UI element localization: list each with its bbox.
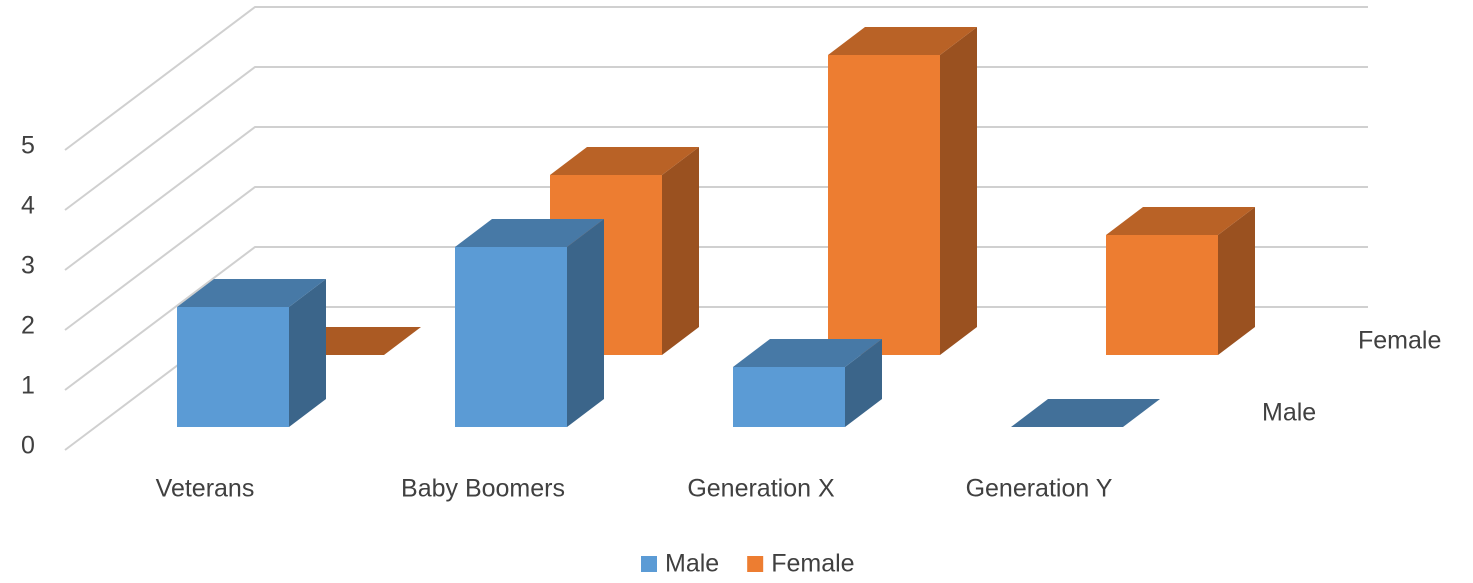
bar bbox=[828, 27, 977, 355]
bar-top bbox=[733, 339, 882, 367]
bar bbox=[733, 339, 882, 427]
bar-top bbox=[455, 219, 604, 247]
y-tick-label: 3 bbox=[21, 252, 35, 280]
bar-front bbox=[177, 307, 289, 427]
bar-side bbox=[289, 279, 326, 427]
bar-front bbox=[828, 55, 940, 355]
legend-label: Male bbox=[665, 550, 719, 578]
bar-top bbox=[1011, 399, 1160, 427]
y-tick-label: 2 bbox=[21, 312, 35, 340]
bar-side bbox=[567, 219, 604, 427]
bar-front bbox=[455, 247, 567, 427]
legend-swatch bbox=[641, 556, 657, 572]
grid-line bbox=[64, 246, 1368, 391]
grid-line bbox=[64, 126, 1368, 271]
grid-line bbox=[64, 66, 1368, 211]
y-tick-label: 0 bbox=[21, 432, 35, 460]
y-tick-label: 5 bbox=[21, 132, 35, 160]
y-tick-label: 1 bbox=[21, 372, 35, 400]
x-tick-label: Baby Boomers bbox=[401, 475, 565, 503]
legend-swatch bbox=[747, 556, 764, 572]
x-tick-label: Generation Y bbox=[966, 475, 1113, 503]
depth-label: Male bbox=[1262, 399, 1316, 427]
bar-top bbox=[177, 279, 326, 307]
bar bbox=[455, 219, 604, 427]
bar-side bbox=[845, 339, 882, 427]
bar bbox=[1106, 207, 1255, 355]
bar-top bbox=[550, 147, 699, 175]
grid-line bbox=[64, 6, 1368, 151]
x-tick-label: Generation X bbox=[687, 475, 835, 503]
x-tick-label: Veterans bbox=[156, 475, 255, 503]
bar-front bbox=[733, 367, 845, 427]
bar bbox=[177, 279, 326, 427]
grid-line bbox=[64, 186, 1368, 331]
bar-front bbox=[1106, 235, 1218, 355]
y-tick-label: 4 bbox=[21, 192, 35, 220]
bar-side bbox=[662, 147, 699, 355]
bar-side bbox=[1218, 207, 1255, 355]
legend-label: Female bbox=[771, 550, 854, 578]
bar-top bbox=[828, 27, 977, 55]
bar-top bbox=[1106, 207, 1255, 235]
bar-side bbox=[940, 27, 977, 355]
depth-label: Female bbox=[1358, 327, 1441, 355]
bar bbox=[1011, 399, 1160, 427]
